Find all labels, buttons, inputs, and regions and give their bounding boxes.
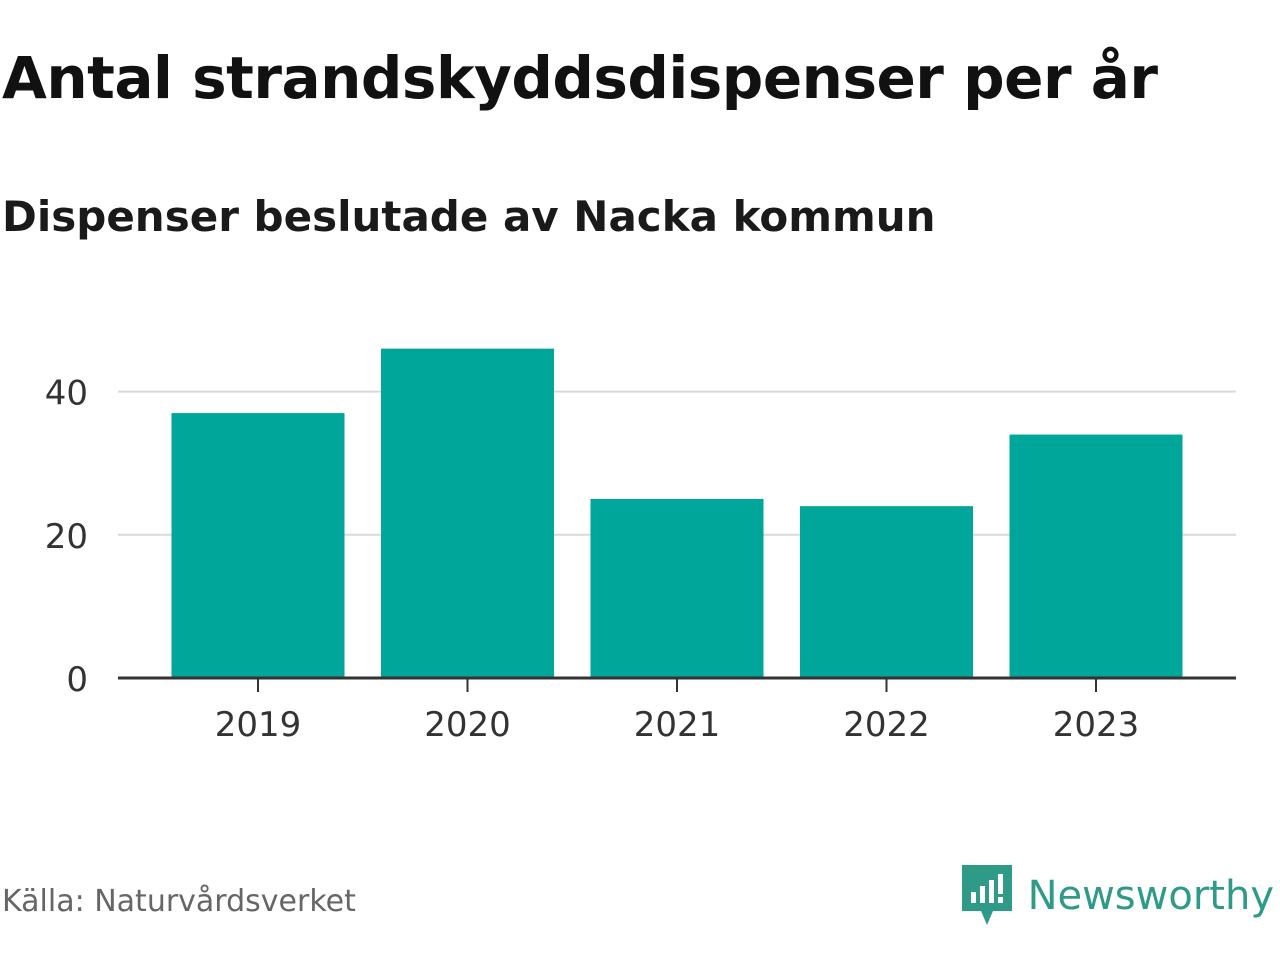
y-tick-label: 20 <box>45 517 88 557</box>
bar-chart: 0 20 40 2019 2020 2021 2022 2023 <box>45 348 1236 745</box>
x-tick-label: 2021 <box>634 705 721 745</box>
bar-2019 <box>171 413 345 678</box>
y-tick-label: 40 <box>45 374 88 414</box>
brand-name: Newsworthy <box>1027 873 1274 919</box>
newsworthy-logo-icon <box>961 865 1012 925</box>
x-tick-label: 2019 <box>215 705 302 745</box>
x-tick-label: 2022 <box>843 705 930 745</box>
chart-title: Antal strandskyddsdispenser per år <box>2 44 1158 112</box>
x-tick-labels: 2019 2020 2021 2022 2023 <box>215 705 1140 745</box>
brand-logo[interactable]: Newsworthy <box>961 864 1274 928</box>
bar-2021 <box>590 499 764 678</box>
x-axis <box>118 676 1236 692</box>
x-tick-label: 2020 <box>424 705 511 745</box>
bar-2020 <box>381 348 554 678</box>
chart-subtitle: Dispenser beslutade av Nacka kommun <box>2 192 936 241</box>
x-tick-label: 2023 <box>1053 705 1140 745</box>
bar-2023 <box>1009 434 1183 678</box>
y-tick-label: 0 <box>66 660 88 700</box>
y-tick-labels: 0 20 40 <box>45 374 88 700</box>
bar-2022 <box>800 506 973 678</box>
source-note: Källa: Naturvårdsverket <box>2 884 356 919</box>
bars <box>171 348 1183 678</box>
